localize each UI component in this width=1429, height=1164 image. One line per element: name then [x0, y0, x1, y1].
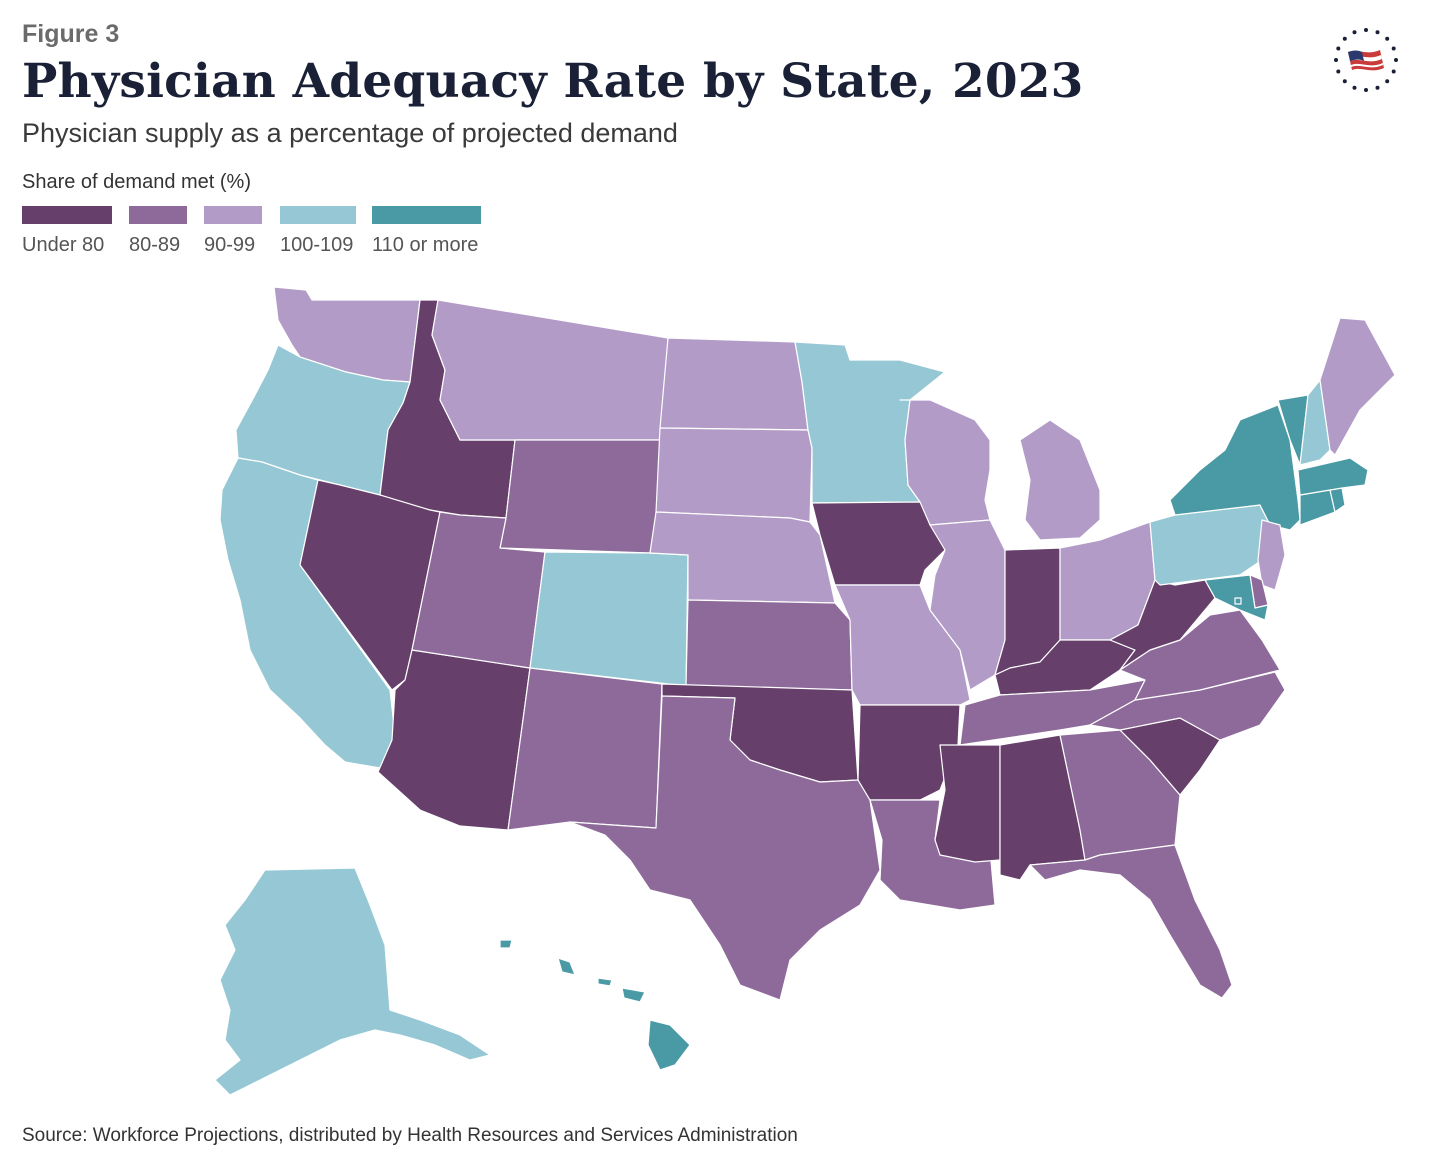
state-me [1319, 317, 1396, 456]
source-note: Source: Workforce Projections, distribut… [22, 1125, 798, 1146]
state-ak [214, 867, 491, 1096]
legend-label: 100-109 [280, 234, 354, 256]
state-il [929, 519, 1006, 691]
state-la [869, 799, 996, 911]
state-mi [1019, 419, 1101, 541]
state-nd [659, 337, 809, 431]
legend-label: Under 80 [22, 234, 105, 256]
state-sd [655, 427, 813, 523]
legend-swatch [129, 206, 187, 224]
legend-label: 110 or more [372, 234, 479, 256]
legend-item-100-109: 100-109 [280, 206, 356, 256]
state-wy [499, 439, 663, 554]
legend-label: 80-89 [129, 234, 181, 256]
legend-item-under-80: Under 80 [22, 206, 112, 256]
legend-swatch [280, 206, 356, 224]
state-ct [1299, 489, 1336, 526]
state-ny [1169, 404, 1301, 531]
figure-label: Figure 3 [22, 20, 120, 48]
state-ks [685, 599, 853, 691]
legend-swatch [204, 206, 262, 224]
state-pa [1149, 504, 1271, 586]
state-nj [1257, 519, 1286, 591]
map-title: Physician Adequacy Rate by State, 2023 [22, 54, 1084, 109]
state-fl [1029, 844, 1233, 999]
state-ca [219, 457, 396, 769]
state-co [529, 551, 689, 687]
legend-item-90-99: 90-99 [204, 206, 262, 256]
legend-swatch [22, 206, 112, 224]
legend-item-80-89: 80-89 [129, 206, 187, 256]
legend-title: Share of demand met (%) [22, 171, 251, 193]
legend-swatch [372, 206, 481, 224]
flag-stars-logo-icon [1334, 28, 1398, 92]
state-mo [834, 584, 971, 706]
state-ar [857, 704, 961, 801]
state-ut [411, 511, 546, 669]
legend-item-110-or-more: 110 or more [372, 206, 481, 256]
state-dc [1234, 597, 1242, 605]
state-ms [934, 744, 1001, 863]
state-ma [1297, 457, 1369, 496]
state-mt [431, 299, 669, 441]
state-hi [499, 939, 691, 1071]
map-subtitle: Physician supply as a percentage of proj… [22, 118, 678, 148]
state-tx [569, 695, 881, 1001]
legend-label: 90-99 [204, 234, 256, 256]
state-nm [507, 667, 663, 831]
